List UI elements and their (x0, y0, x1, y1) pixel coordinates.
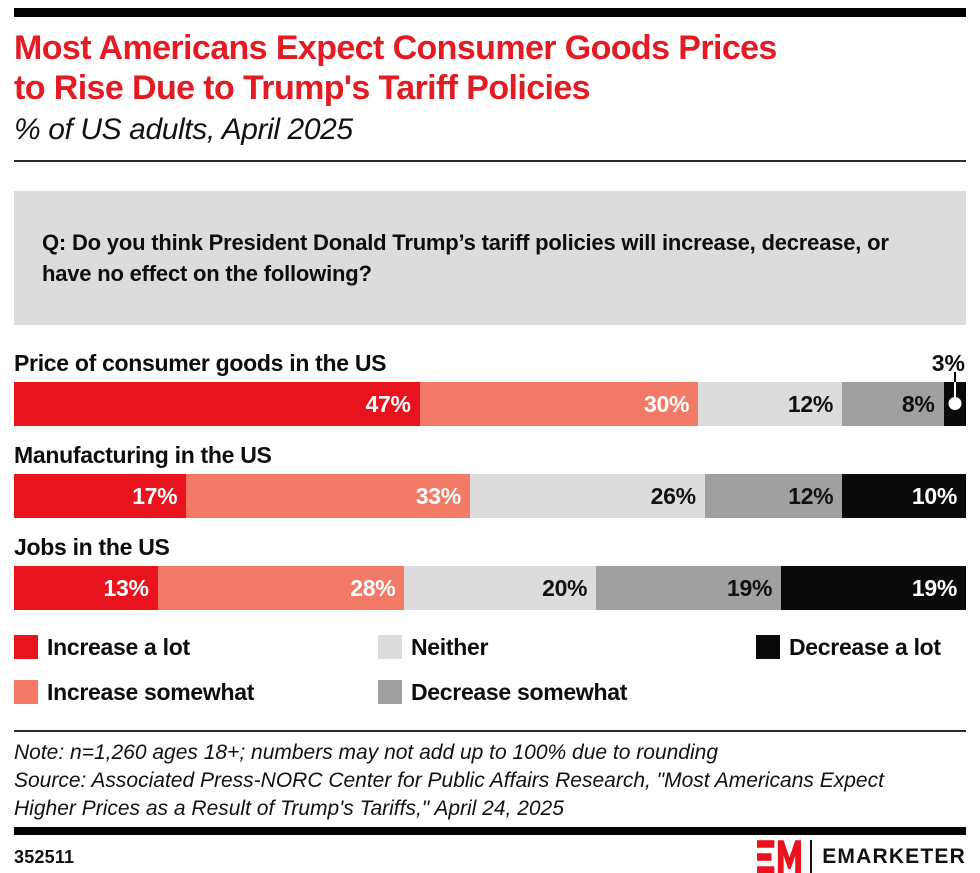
bar-label-row: Manufacturing in the US (14, 441, 966, 469)
segment-value-label: 17% (132, 482, 178, 509)
bar-segment-decrease-somewhat: 19% (596, 566, 782, 610)
category-label: Jobs in the US (14, 534, 170, 560)
segment-value-label: 19% (726, 574, 773, 601)
chart-row: Price of consumer goods in the US 3% 47% 30… (14, 349, 966, 426)
segment-value-label: 12% (787, 390, 834, 417)
logo-divider (810, 840, 813, 873)
em-mark-icon (757, 840, 802, 873)
notes-divider (14, 730, 966, 732)
callout-stem (953, 372, 956, 382)
segment-value-label: 28% (350, 574, 396, 601)
segment-value-label: 8% (901, 390, 935, 417)
bar-segment-increase-somewhat: 28% (157, 566, 405, 610)
chart-row: Manufacturing in the US 17% 33% 26% 12% 10% (14, 441, 966, 518)
source-text: Source: Associated Press-NORC Center for… (14, 769, 884, 820)
notes: Note: n=1,260 ages 18+; numbers may not … (14, 739, 966, 823)
bar-segment-neither: 12% (698, 382, 843, 426)
legend-item-neither: Neither (378, 633, 756, 660)
stacked-bar: 17% 33% 26% 12% 10% (14, 474, 966, 518)
chart-title-line2: to Rise Due to Trump's Tariff Policies (14, 69, 591, 107)
callout-dot (948, 397, 962, 410)
logo-wordmark: EMARKETER (822, 845, 966, 868)
segment-value-label: 10% (911, 482, 957, 509)
bottom-rule (14, 827, 966, 835)
legend-label: Neither (411, 633, 489, 660)
callout-label: 3% (931, 350, 965, 376)
header-divider (14, 160, 966, 162)
legend-item-decrease-a-lot: Decrease a lot (756, 633, 966, 660)
legend-item-increase-somewhat: Increase somewhat (14, 678, 378, 705)
segment-value-label: 19% (911, 574, 957, 601)
segment-value-label: 47% (365, 390, 411, 417)
bar-label-row: Jobs in the US (14, 533, 966, 561)
bar-segment-decrease-a-lot: 19% (781, 566, 966, 610)
segment-value-label: 12% (788, 482, 834, 509)
legend-swatch-neither-icon (378, 635, 402, 659)
legend-item-decrease-somewhat: Decrease somewhat (378, 678, 756, 705)
segment-value-label: 20% (542, 574, 588, 601)
bar-segment-increase-a-lot: 13% (14, 566, 158, 610)
chart-row: Jobs in the US 13% 28% 20% 19% 19% (14, 533, 966, 610)
bar-segment-decrease-a-lot: 10% (842, 474, 966, 518)
bar-segment-neither: 20% (404, 566, 597, 610)
legend-swatch-decrease-somewhat-icon (378, 680, 402, 704)
legend-swatch-decrease-a-lot-icon (756, 635, 780, 659)
segment-value-label: 13% (103, 574, 149, 601)
note-text: Note: n=1,260 ages 18+; numbers may not … (14, 741, 719, 764)
bar-segment-decrease-a-lot (943, 372, 966, 426)
legend-label: Increase somewhat (47, 678, 255, 705)
footer: 352511 EMARKETER (14, 835, 966, 873)
stacked-bar: 47% 30% 12% 8% (14, 372, 966, 426)
chart-title: Most Americans Expect Consumer Goods Pri… (14, 28, 966, 108)
question-box: Q: Do you think President Donald Trump’s… (14, 191, 966, 325)
legend-swatch-increase-somewhat-icon (14, 680, 38, 704)
chart-title-line1: Most Americans Expect Consumer Goods Pri… (14, 29, 777, 67)
bar-segment-increase-a-lot: 17% (14, 474, 187, 518)
bar-label-row: Price of consumer goods in the US 3% (14, 349, 966, 377)
legend-item-increase-a-lot: Increase a lot (14, 633, 378, 660)
stacked-bar: 13% 28% 20% 19% 19% (14, 566, 966, 610)
bar-segment-neither: 26% (469, 474, 705, 518)
legend-label: Decrease somewhat (411, 678, 628, 705)
category-label: Price of consumer goods in the US (14, 350, 387, 376)
segment-value-label: 30% (644, 390, 690, 417)
segment-value-label: 33% (415, 482, 461, 509)
legend-swatch-increase-a-lot-icon (14, 635, 38, 659)
question-text: Q: Do you think President Donald Trump’s… (42, 230, 889, 286)
top-rule (14, 8, 966, 17)
category-label: Manufacturing in the US (14, 442, 272, 468)
segment-value-label: 26% (650, 482, 696, 509)
legend-label: Increase a lot (47, 633, 190, 660)
bar-segment-increase-somewhat: 30% (419, 382, 699, 426)
bar-segment-decrease-somewhat: 8% (842, 382, 944, 426)
chart-subtitle: % of US adults, April 2025 (14, 113, 353, 146)
legend-label: Decrease a lot (789, 633, 941, 660)
legend: Increase a lot Increase somewhat Neither De… (14, 633, 966, 705)
bar-segment-increase-somewhat: 33% (186, 474, 470, 518)
emarketer-logo: EMARKETER (757, 840, 966, 873)
callout-stem-inner (953, 382, 956, 402)
chart-rows: Price of consumer goods in the US 3% 47% 30… (14, 349, 966, 610)
chart-id: 352511 (14, 846, 75, 867)
bar-segment-decrease-somewhat: 12% (704, 474, 843, 518)
bar-segment-increase-a-lot: 47% (14, 382, 420, 426)
